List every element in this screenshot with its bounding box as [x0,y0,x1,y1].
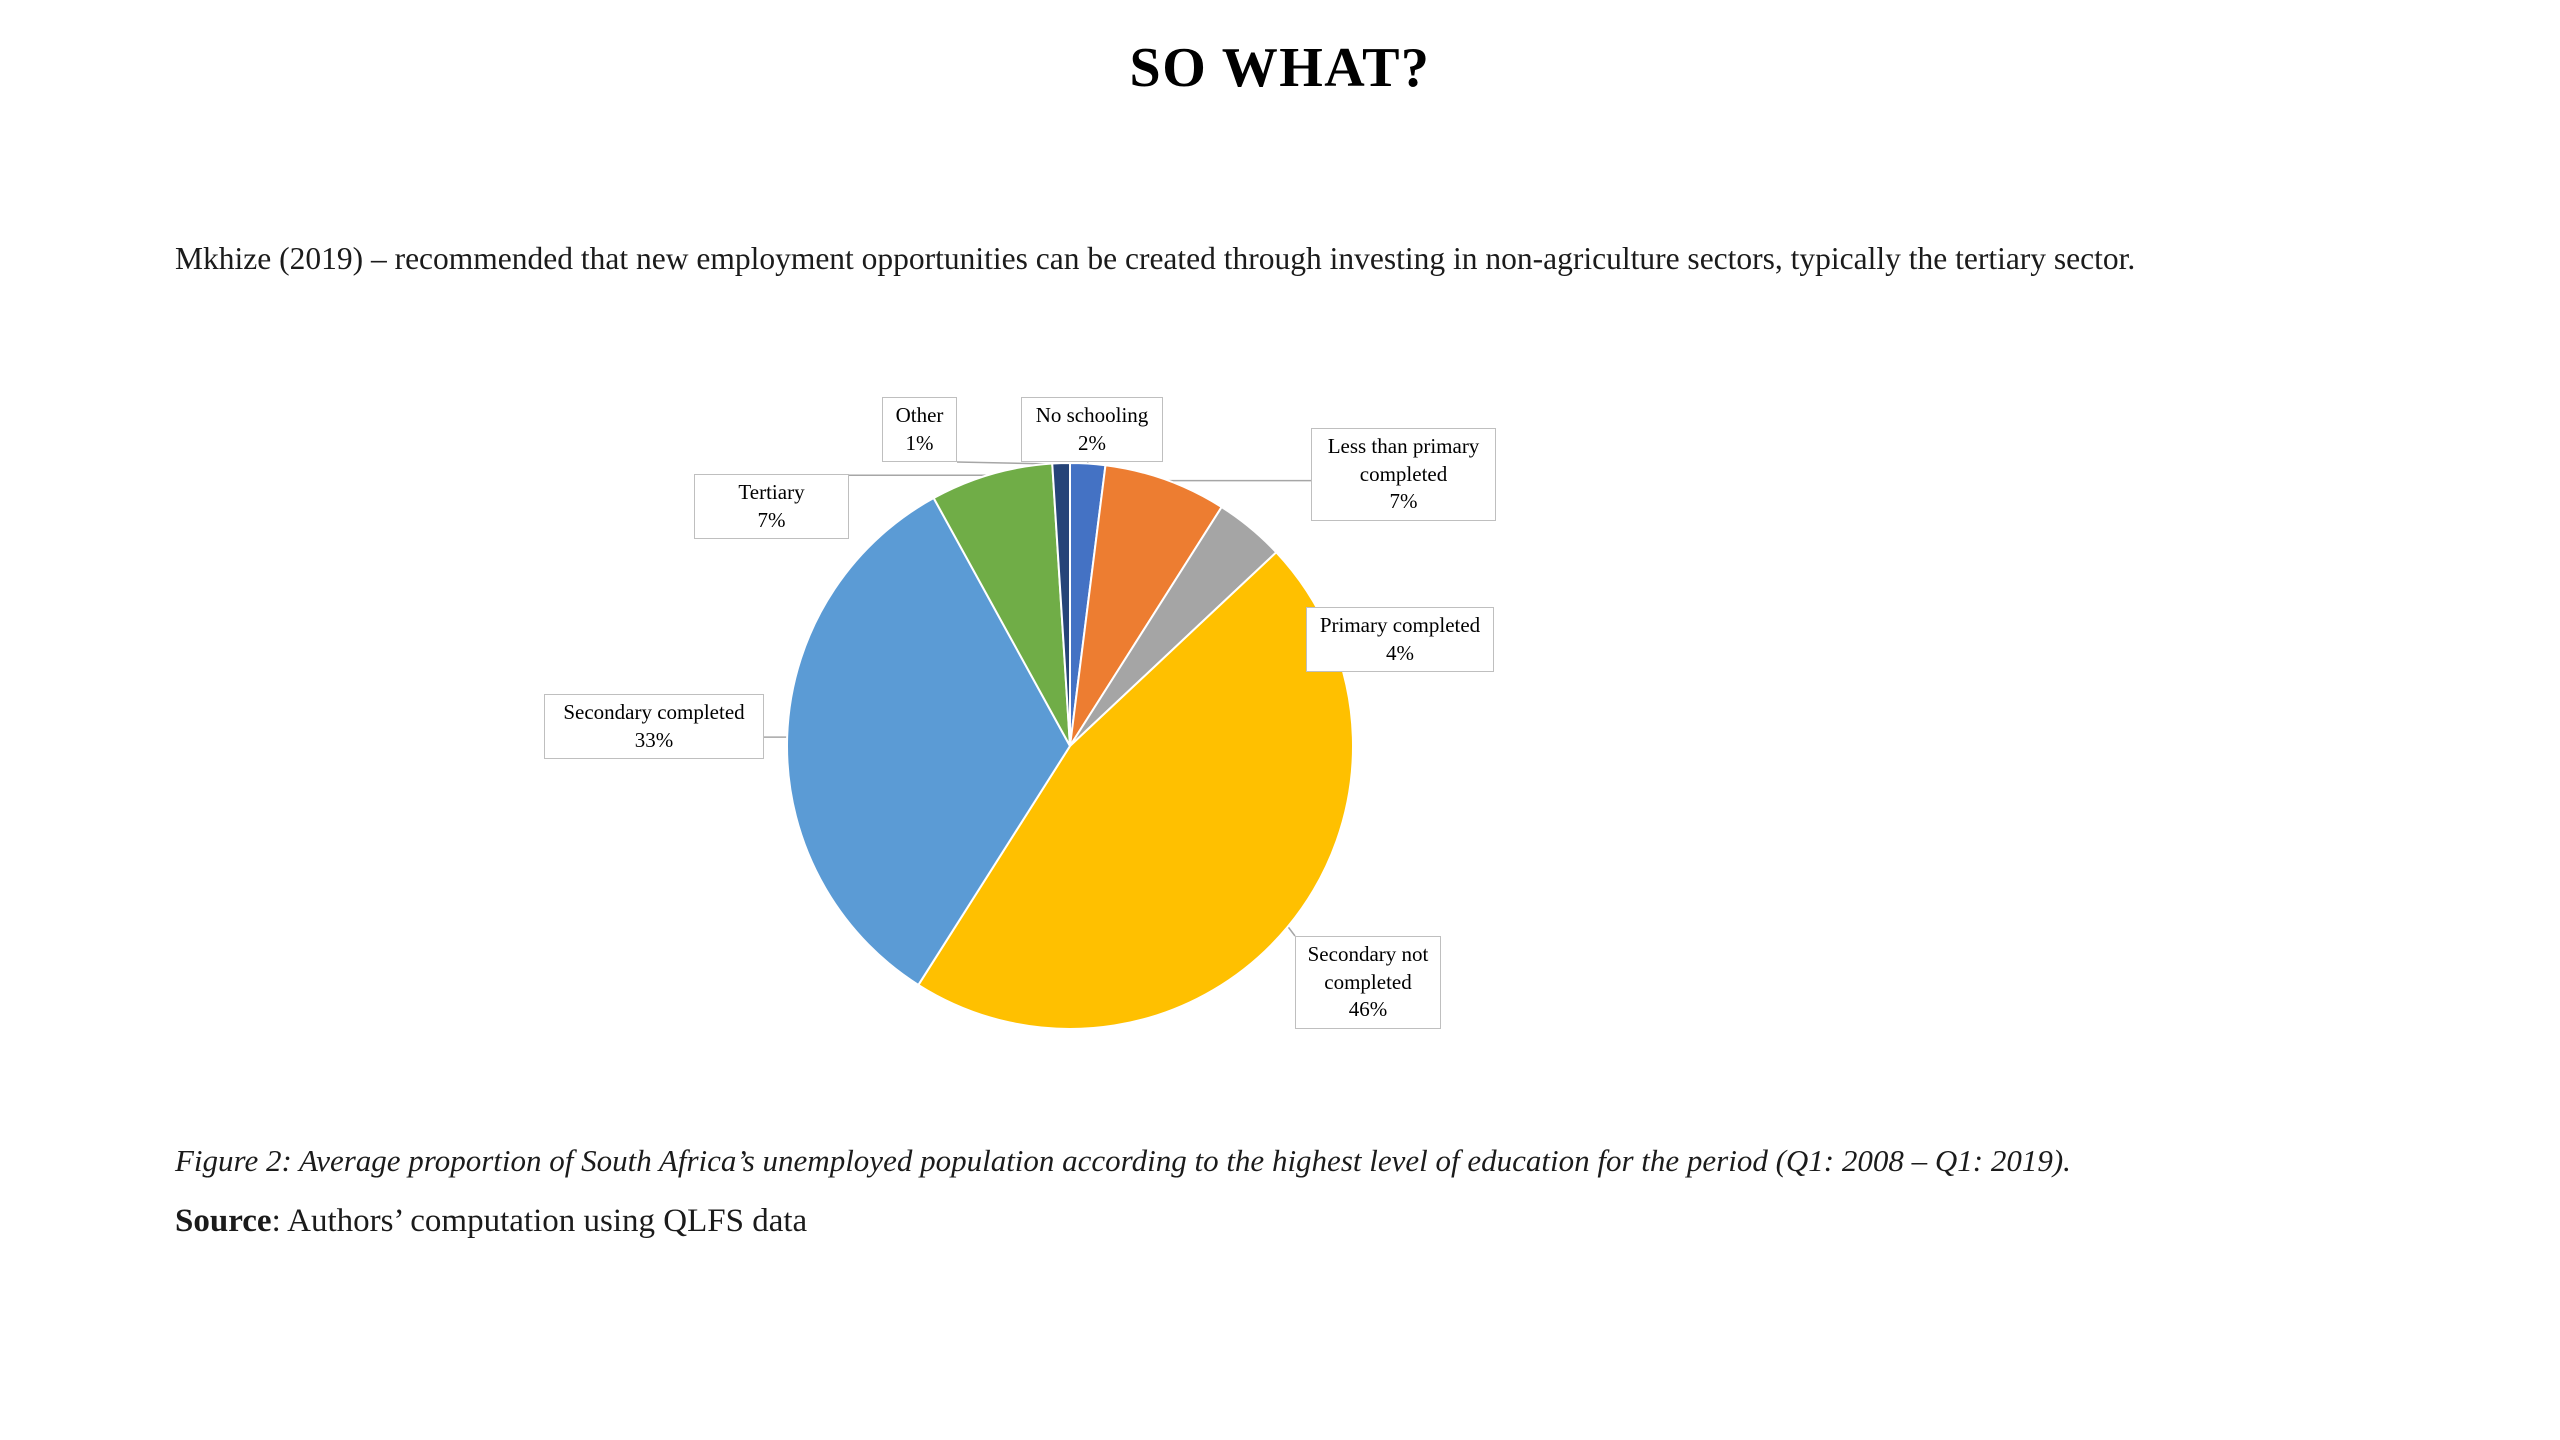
pie-callout-other: Other 1% [882,397,957,463]
figure-pie-chart: No schooling 2% Less than primary comple… [430,380,1730,1080]
pie-callout-value: 46% [1348,997,1388,1022]
pie-callout-primary-completed: Primary completed 4% [1306,607,1494,673]
figure-caption: Figure 2: Average proportion of South Af… [175,1143,2071,1178]
pie-callout-value: 1% [905,430,934,455]
page-title: SO WHAT? [1129,37,1431,99]
pie-callout-less-than-primary-completed: Less than primary completed 7% [1311,428,1496,522]
body-paragraph: Mkhize (2019) – recommended that new emp… [175,241,2136,276]
pie-callout-label: Secondary not completed [1307,942,1429,994]
pie-callout-label: Primary completed [1319,613,1481,637]
pie-slice-tertiary [932,462,1071,747]
pie-callout-label: Secondary completed [563,700,745,724]
pie-callout-label: No schooling [1035,403,1149,427]
pie-callout-value: 33% [634,727,674,752]
pie-callout-value: 4% [1386,640,1414,665]
pie-callout-value: 7% [757,507,786,532]
pie-slice-secondary-completed [786,496,1072,987]
pie-slice-other [1051,461,1071,747]
leader-line-secondary-not-completed [1286,925,1296,937]
pie-callout-value: 7% [1389,489,1418,514]
pie-callout-no-schooling: No schooling 2% [1021,397,1163,463]
figure-source: Source: Authors’ computation using QLFS … [175,1203,807,1240]
pie-callout-secondary-not-completed: Secondary not completed 46% [1295,936,1441,1030]
pie-callout-value: 2% [1078,430,1106,455]
pie-callout-label: Other [895,403,944,427]
pie-callout-tertiary: Tertiary 7% [694,474,849,540]
pie-callout-secondary-completed: Secondary completed 33% [544,694,764,760]
pie-callout-label: Less than primary completed [1327,434,1480,486]
pie-slice-less-than-primary-completed [1069,464,1224,747]
pie-callout-label: Tertiary [738,480,805,504]
pie-chart-svg [764,461,1354,1030]
source-label: Source [175,1203,272,1239]
source-text: : Authors’ computation using QLFS data [271,1203,808,1239]
